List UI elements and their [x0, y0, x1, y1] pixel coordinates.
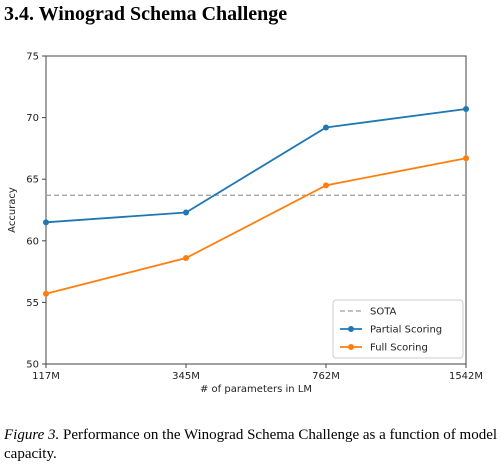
legend: SOTA Partial Scoring Full Scoring [332, 299, 464, 359]
section-heading: 3.4. Winograd Schema Challenge [4, 3, 288, 25]
partial-scoring-point [183, 209, 189, 216]
x-tick-label: 117M [32, 371, 60, 382]
y-tick-label: 70 [26, 113, 39, 124]
full-scoring-point [43, 290, 49, 297]
partial-scoring-point [43, 219, 49, 226]
y-tick-label: 65 [26, 175, 39, 186]
full-scoring-point [463, 155, 469, 162]
legend-marker-partial-scoring [348, 326, 354, 332]
figure-reference: Figure 3. [4, 427, 60, 443]
figure-caption: Figure 3. Performance on the Winograd Sc… [4, 426, 498, 464]
full-scoring-point [323, 182, 329, 189]
x-tick-label: 762M [312, 371, 340, 382]
x-tick-label: 1542M [449, 371, 483, 382]
y-tick-label: 55 [26, 298, 39, 309]
legend-label-sota: SOTA [370, 307, 397, 318]
legend-label-full-scoring: Full Scoring [370, 343, 428, 354]
y-tick-label: 75 [26, 52, 39, 63]
legend-box [332, 299, 464, 359]
x-axis: 117M 345M 762M 1542M [32, 364, 483, 382]
caption-text: Performance on the Winograd Schema Chall… [4, 427, 498, 462]
legend-label-partial-scoring: Partial Scoring [370, 325, 442, 336]
full-scoring-line [45, 157, 467, 295]
x-tick-label: 345M [172, 371, 200, 382]
y-tick-label: 50 [26, 360, 39, 371]
partial-scoring-line [45, 108, 467, 224]
plot-frame [45, 55, 467, 365]
series-layer [43, 105, 469, 297]
full-scoring-point [183, 255, 189, 262]
y-tick-label: 60 [26, 236, 39, 247]
y-axis-label: Accuracy [7, 187, 18, 233]
partial-scoring-point [463, 105, 469, 112]
partial-scoring-point [323, 124, 329, 131]
x-axis-label: # of parameters in LM [200, 384, 312, 395]
y-axis: 50 55 60 65 70 75 [26, 52, 46, 371]
legend-marker-full-scoring [348, 344, 354, 350]
accuracy-line-chart: 50 55 60 65 70 75 117M 345M 762M 1542M # of para… [7, 52, 483, 396]
